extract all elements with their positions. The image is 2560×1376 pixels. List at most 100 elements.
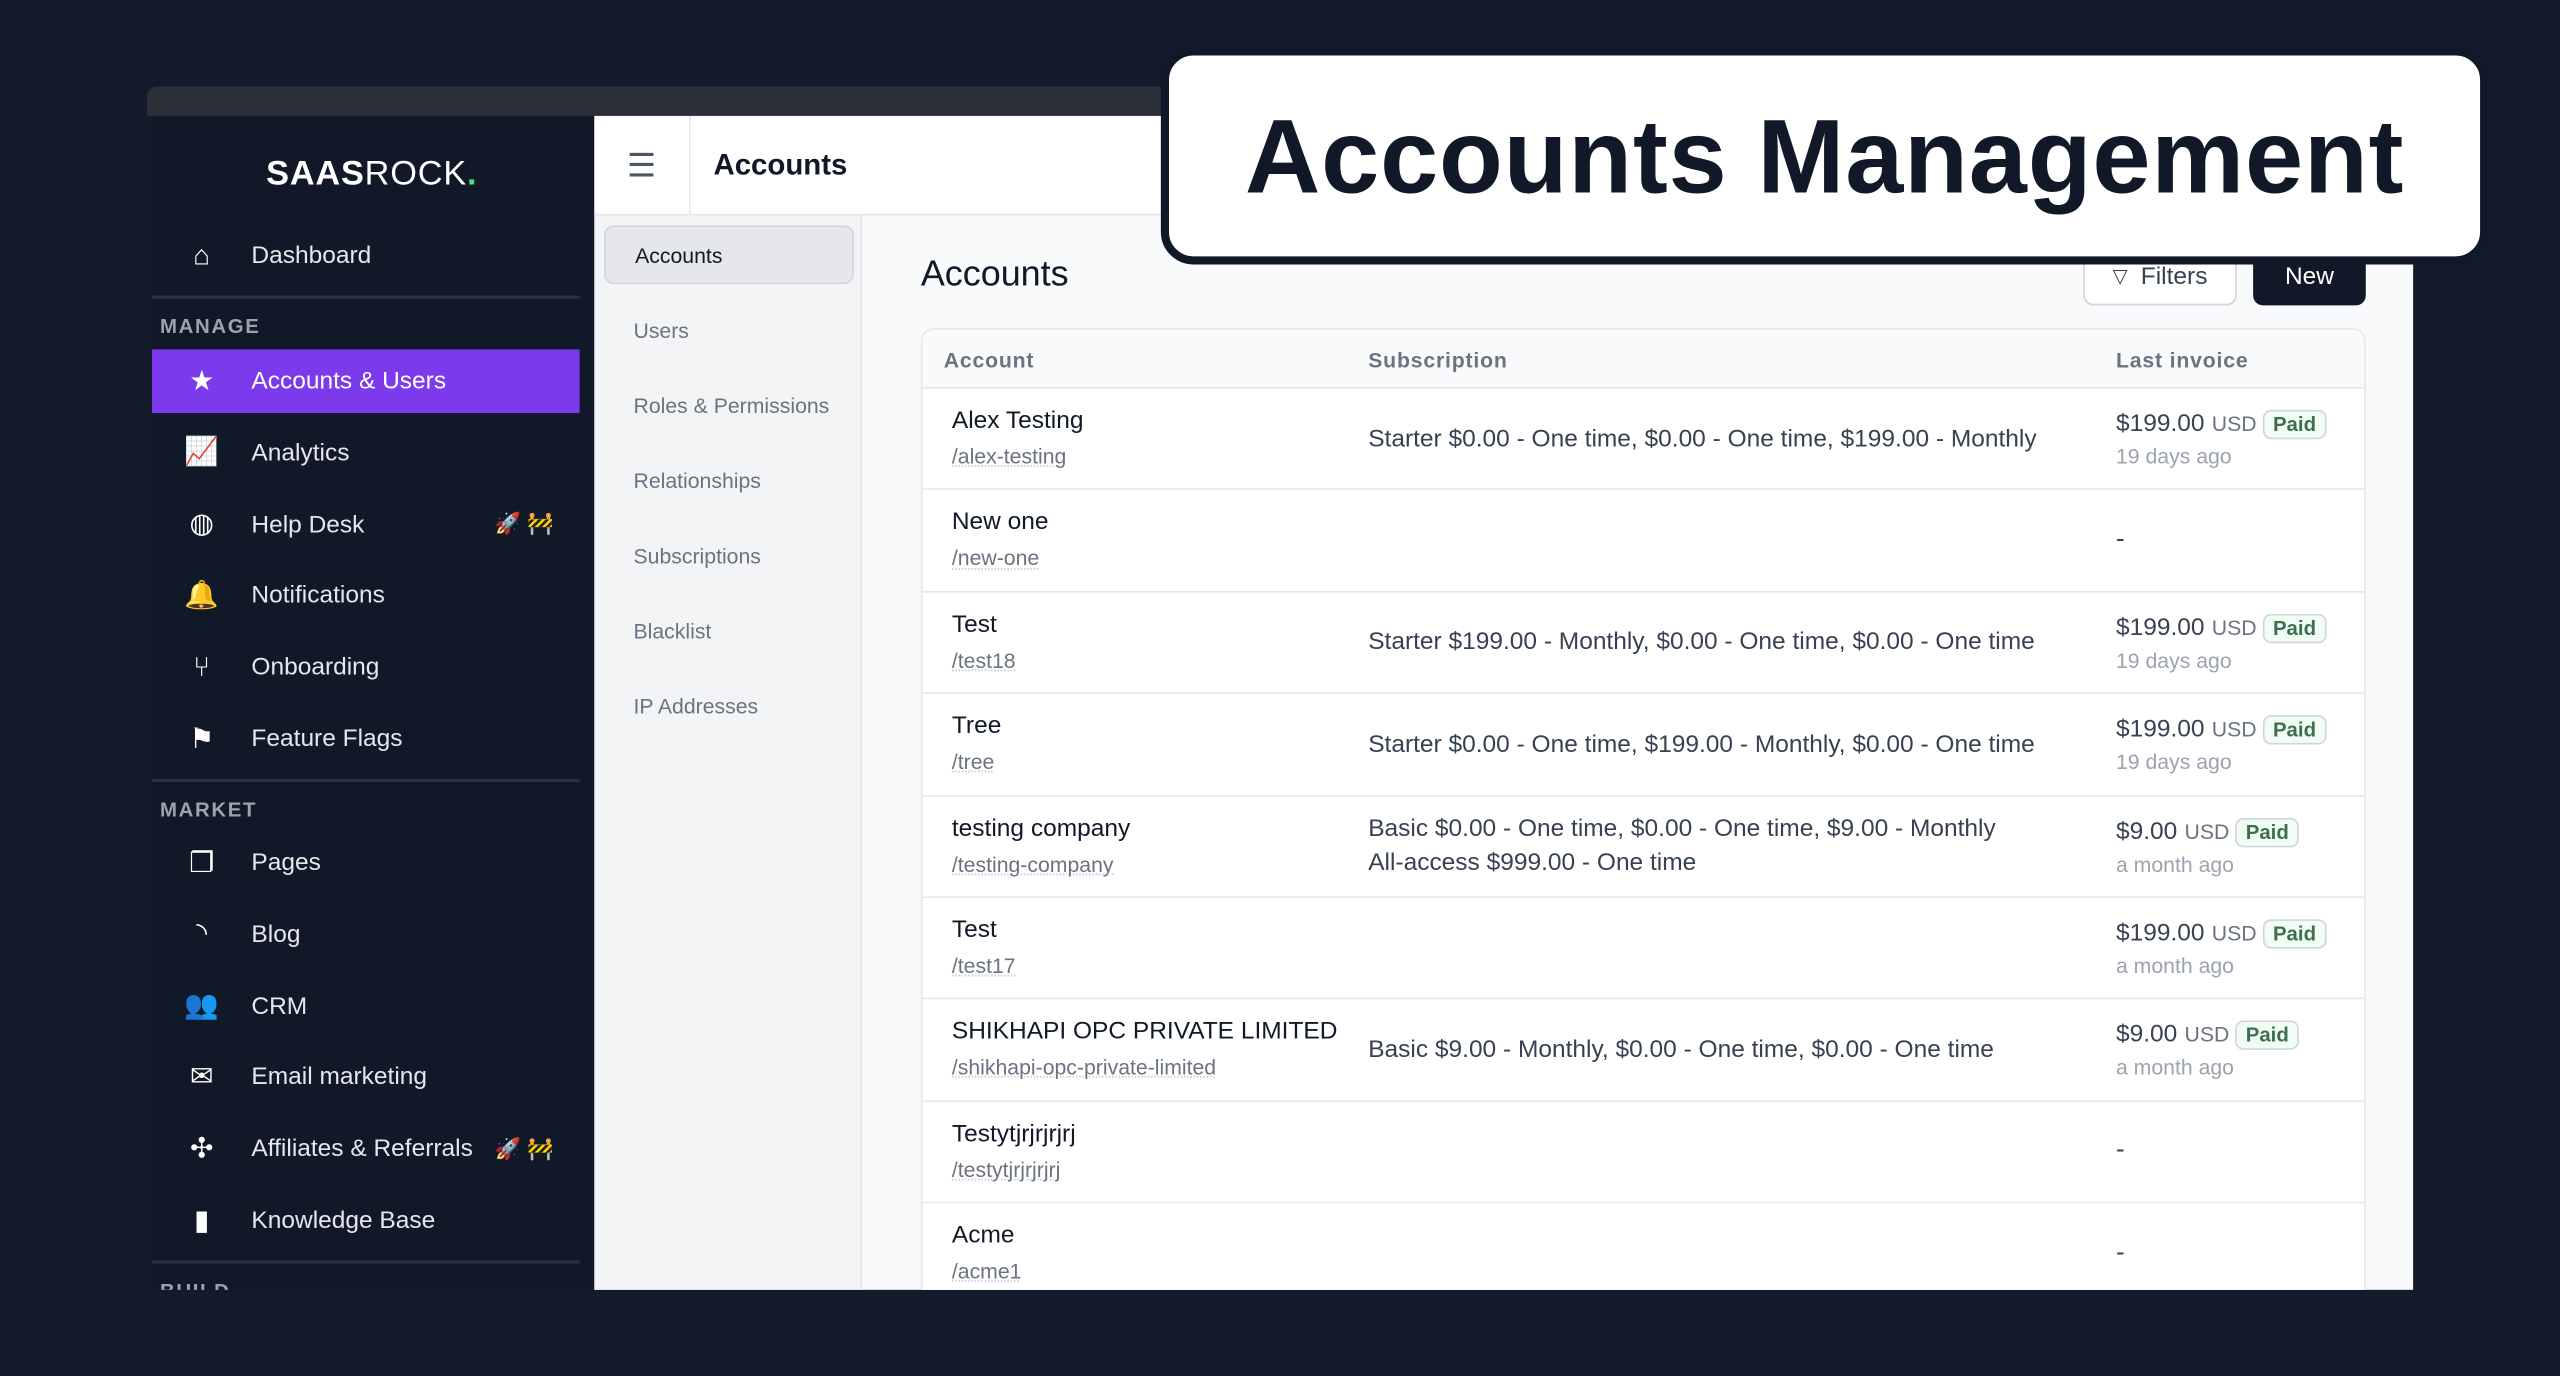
account-name[interactable]: Testytjrjrjrjrj	[951, 1119, 1076, 1148]
invoice-amount: $199.00	[2115, 409, 2205, 438]
account-name[interactable]: SHIKHAPI OPC PRIVATE LIMITED	[951, 1017, 1338, 1046]
table-row[interactable]: Test/test18 Starter $199.00 - Monthly, $0…	[922, 592, 2365, 695]
invoice-date: a month ago	[2115, 851, 2234, 877]
menu-icon[interactable]: ☰	[626, 148, 657, 185]
invoice-empty: -	[2115, 1238, 2125, 1267]
subscription-text: Starter $0.00 - One time, $199.00 - Mont…	[1368, 730, 2035, 759]
invoice-date: 19 days ago	[2115, 444, 2232, 469]
submenu-item[interactable]: Users	[633, 317, 689, 343]
sidebar-item-analytics[interactable]: 📈 Analytics	[152, 421, 580, 485]
invoice-cell: $199.00 USD Paid 19 days ago	[2115, 409, 2326, 469]
submenu: Accounts Users Roles & Permissions Relation…	[594, 215, 863, 1290]
logo: SAASROCK.	[266, 155, 477, 194]
sidebar-item-knowledge-base[interactable]: ▮ Knowledge Base	[152, 1189, 580, 1253]
sidebar-item-email-marketing[interactable]: ✉ Email marketing	[152, 1046, 580, 1110]
analytics-icon: 📈	[184, 436, 219, 468]
table-row[interactable]: New one/new-one -	[922, 490, 2365, 593]
account-slug[interactable]: /tree	[951, 749, 995, 775]
account-cell: SHIKHAPI OPC PRIVATE LIMITED/shikhapi-op…	[952, 1018, 1338, 1080]
invoice-cell: $199.00 USD Paid 19 days ago	[2115, 613, 2326, 673]
account-name[interactable]: Test	[951, 915, 997, 944]
onboarding-icon: ⑂	[193, 650, 210, 682]
invoice-amount: $199.00	[2115, 715, 2205, 744]
table-row[interactable]: SHIKHAPI OPC PRIVATE LIMITED/shikhapi-op…	[922, 1000, 2365, 1102]
table-row[interactable]: Testytjrjrjrjrj/testytjrjrjrjrj -	[922, 1102, 2365, 1204]
account-name[interactable]: Test	[951, 610, 997, 639]
invoice-date: 19 days ago	[2115, 647, 2232, 673]
sidebar-item-label: Feature Flags	[251, 724, 403, 753]
sidebar-item-help-desk[interactable]: ◍ Help Desk 🚀 🚧	[152, 492, 580, 556]
invoice-amount: $9.00	[2115, 1020, 2178, 1049]
column-account[interactable]: Account	[943, 347, 1035, 373]
invoice-date: a month ago	[2115, 1055, 2234, 1080]
sidebar-item-notifications[interactable]: 🔔 Notifications	[152, 564, 580, 628]
submenu-item[interactable]: Accounts	[604, 225, 854, 285]
sidebar-item-label: Dashboard	[251, 241, 372, 270]
mail-icon: ✉	[190, 1061, 214, 1093]
account-name[interactable]: Alex Testing	[951, 406, 1084, 435]
account-slug[interactable]: /new-one	[951, 545, 1040, 571]
sidebar-item-feature-flags[interactable]: ⚑ Feature Flags	[152, 707, 580, 771]
sidebar-item-pages[interactable]: ❐ Pages	[152, 831, 580, 895]
browser-chrome	[146, 86, 1176, 116]
table-row[interactable]: Tree/tree Starter $0.00 - One time, $199.…	[922, 694, 2365, 797]
header-title: Accounts	[713, 148, 848, 182]
account-name[interactable]: Tree	[951, 712, 1002, 740]
account-slug[interactable]: /shikhapi-opc-private-limited	[951, 1055, 1217, 1080]
sidebar-item-onboarding[interactable]: ⑂ Onboarding	[152, 635, 580, 699]
account-name[interactable]: testing company	[951, 814, 1131, 842]
invoice-currency: USD	[2184, 818, 2230, 844]
sidebar-item-blog[interactable]: ◝ Blog	[152, 903, 580, 967]
account-slug[interactable]: /test18	[951, 647, 1016, 673]
account-slug[interactable]: /test17	[951, 953, 1016, 978]
submenu-item[interactable]: Subscriptions	[633, 542, 761, 568]
sidebar-item-affiliates-referrals[interactable]: ✣ Affiliates & Referrals 🚀 🚧	[152, 1117, 580, 1181]
submenu-item[interactable]: Roles & Permissions	[633, 392, 830, 418]
account-name[interactable]: Acme	[951, 1221, 1015, 1250]
invoice-amount: $199.00	[2115, 919, 2205, 947]
section-manage: MANAGE	[160, 315, 261, 338]
account-cell: New one/new-one	[952, 508, 1049, 570]
table-row[interactable]: Alex Testing/alex-testing Starter $0.00 -…	[922, 389, 2365, 491]
column-subscription[interactable]: Subscription	[1368, 347, 1508, 373]
table-row[interactable]: Acme/acme1 -	[922, 1204, 2364, 1290]
sidebar-item-accounts-users[interactable]: ★ Accounts & Users	[151, 349, 580, 414]
subscription-cell: Starter $0.00 - One time, $0.00 - One ti…	[1368, 422, 2036, 456]
invoice-cell: $199.00 USD Paid 19 days ago	[2116, 715, 2326, 774]
book-icon: ▮	[193, 1204, 210, 1236]
invoice-currency: USD	[2211, 411, 2257, 436]
status-badge: Paid	[2263, 409, 2326, 440]
column-last-invoice[interactable]: Last invoice	[2115, 347, 2249, 373]
invoice-amount: $199.00	[2115, 613, 2205, 642]
account-name[interactable]: New one	[951, 508, 1049, 537]
subscription-cell: Basic $0.00 - One time, $0.00 - One time…	[1368, 812, 1996, 881]
submenu-item[interactable]: Relationships	[633, 467, 761, 493]
new-label: New	[2284, 262, 2334, 290]
subscription-cell: Starter $0.00 - One time, $199.00 - Mont…	[1368, 727, 2035, 761]
sidebar-item-label: Affiliates & Referrals	[251, 1135, 473, 1163]
section-market: MARKET	[160, 798, 258, 822]
subscription-text: Basic $9.00 - Monthly, $0.00 - One time,…	[1368, 1035, 1994, 1064]
table-row[interactable]: testing company/testing-company Basic $0.…	[922, 796, 2365, 898]
account-slug[interactable]: /testing-company	[951, 851, 1114, 877]
account-slug[interactable]: /alex-testing	[951, 444, 1067, 469]
invoice-cell: $9.00 USD Paid a month ago	[2116, 817, 2299, 876]
submenu-item[interactable]: IP Addresses	[633, 693, 759, 718]
flag-icon: ⚑	[189, 722, 215, 754]
section-build: BUILD	[160, 1280, 231, 1290]
account-slug[interactable]: /acme1	[951, 1259, 1022, 1284]
sidebar-item-crm[interactable]: 👥 CRM	[152, 974, 580, 1038]
subscription-text: Starter $0.00 - One time, $0.00 - One ti…	[1368, 424, 2037, 453]
table-row[interactable]: Test/test17 $199.00 USD Paid a month ago	[922, 898, 2365, 1000]
main-panel: ☰ Accounts Accounts Users Roles & Permissi…	[594, 115, 2414, 1290]
account-slug[interactable]: /testytjrjrjrjrj	[951, 1157, 1061, 1182]
divider	[151, 295, 580, 299]
sidebar-item-label: Email marketing	[251, 1063, 428, 1092]
logo-dot: .	[467, 155, 478, 193]
account-cell: testing company/testing-company	[952, 814, 1130, 876]
submenu-item[interactable]: Blacklist	[633, 617, 712, 643]
status-badge: Paid	[2235, 1020, 2299, 1051]
sidebar-item-dashboard[interactable]: ⌂ Dashboard	[152, 224, 580, 288]
page-title: Accounts	[920, 253, 1069, 294]
sidebar: SAASROCK. ⌂ Dashboard MANAGE ★ Accounts & …	[151, 115, 595, 1290]
